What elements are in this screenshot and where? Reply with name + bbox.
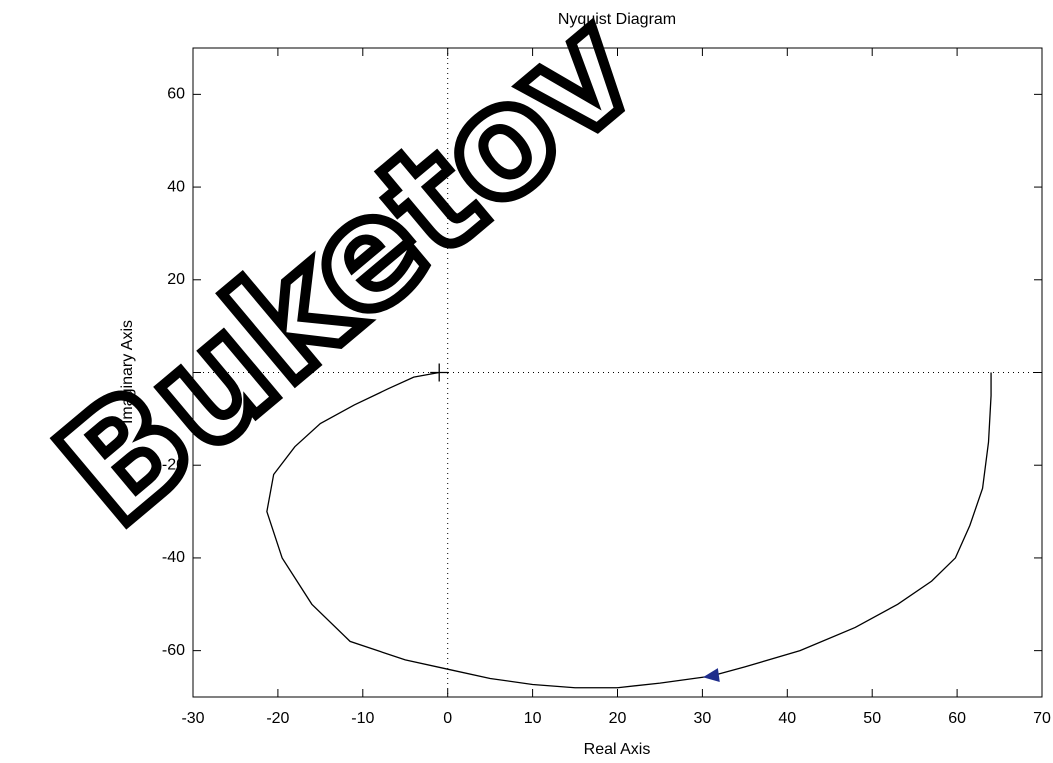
y-tick-label: 40: [167, 178, 185, 195]
y-tick-label: -60: [162, 642, 185, 659]
y-tick-label: 20: [167, 271, 185, 288]
x-tick-label: -20: [266, 710, 289, 727]
x-tick-label: 30: [694, 710, 712, 727]
x-tick-label: -10: [351, 710, 374, 727]
x-tick-label: 40: [778, 710, 796, 727]
y-tick-label: -20: [162, 456, 185, 473]
plot-area: [192, 47, 1043, 698]
x-axis-label: Real Axis: [584, 741, 651, 758]
direction-arrow: [702, 668, 720, 682]
x-tick-label: 10: [524, 710, 542, 727]
critical-point: [430, 363, 449, 382]
y-axis-label: Imaginary Axis: [119, 320, 136, 424]
x-tick-label: 70: [1033, 710, 1051, 727]
x-tick-label: 20: [609, 710, 627, 727]
chart-title: Nyquist Diagram: [558, 11, 676, 28]
x-tick-label: 50: [863, 710, 881, 727]
x-tick-label: -30: [181, 710, 204, 727]
x-tick-label: 0: [443, 710, 452, 727]
nyquist-curve: [266, 371, 992, 689]
y-tick-label: 0: [176, 364, 185, 381]
y-tick-label: -40: [162, 549, 185, 566]
x-tick-label: 60: [948, 710, 966, 727]
y-tick-label: 60: [167, 86, 185, 103]
